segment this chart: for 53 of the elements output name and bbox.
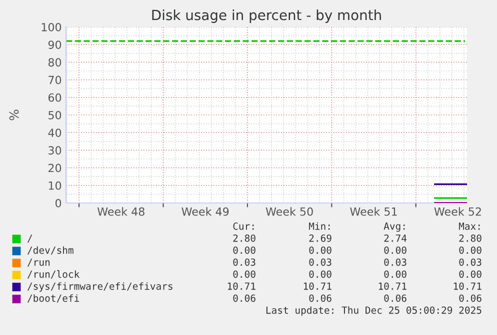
legend-label: /run/lock [27,270,80,279]
y-tick-label: 80 [48,58,62,67]
text: Avg: [384,222,405,232]
x-tick-label: Week 52 [434,207,481,216]
legend-label: /run [27,258,50,267]
text: Min: [308,222,330,230]
y-tick-label: 0 [55,198,62,208]
text: 0.00 [459,246,482,254]
text: 10.71 [378,282,406,290]
text: 0.06 [233,294,256,302]
x-tick-label: Week 50 [266,207,313,216]
text: Cur: [233,222,254,230]
text: 10.71 [228,282,256,290]
text: 2.74 [384,234,407,242]
legend-label: /sys/firmware/efi/efivars [27,282,172,292]
legend-label: / [27,234,32,243]
x-tick-label: Week 51 [350,207,397,216]
text: 0.00 [309,270,332,278]
text: 0.03 [384,258,406,266]
text: 10.71 [454,282,482,290]
y-tick-label: 100 [42,22,62,32]
text: 0.00 [233,270,256,278]
text: 0.00 [459,270,482,278]
y-tick-label: 60 [48,93,62,102]
text: 2.80 [459,234,482,242]
legend-label: /boot/efi [27,294,80,303]
x-tick-label: Week 48 [97,207,144,216]
y-tick-label: 40 [48,128,62,137]
y-axis-title: % [9,110,19,120]
y-tick-label: 90 [48,40,62,49]
x-tick-label: Week 49 [182,207,229,216]
text: 10.71 [304,282,332,290]
text: 0.06 [384,294,406,302]
text: 0.00 [233,246,256,254]
text: 0.03 [233,258,256,266]
chart-title: Disk usage in percent - by month [152,10,381,23]
text: 0.06 [459,294,482,302]
y-tick-label: 10 [48,181,62,190]
legend-label: /dev/shm [27,246,74,255]
text: 0.00 [384,270,406,278]
text: 2.80 [233,234,256,242]
text: 0.06 [309,294,332,302]
text: Last update: Thu Dec 25 05:00:29 2025 [266,306,482,316]
y-tick-label: 30 [48,146,62,155]
text: 0.00 [309,246,332,254]
text: 0.03 [309,258,332,266]
text: 0.03 [459,258,482,266]
text: Max: [458,222,480,230]
y-tick-label: 70 [48,76,62,84]
text: 0.00 [384,246,406,254]
text: 2.69 [309,234,332,242]
y-tick-label: 50 [48,110,62,120]
y-tick-label: 20 [48,164,62,172]
